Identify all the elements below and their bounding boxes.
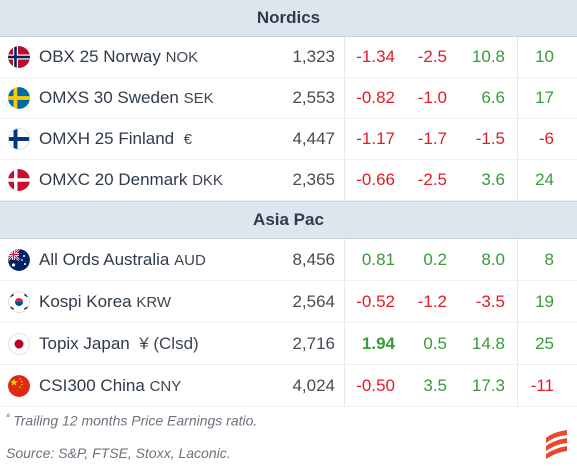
table-row: OBX 25 Norway NOK 1,323 -1.34 -2.5 10.8 … [0, 37, 577, 78]
index-level: 4,447 [292, 129, 335, 148]
table-row: OMXC 20 Denmark DKK 2,365 -0.66 -2.5 3.6… [0, 160, 577, 201]
week-change: -1.2 [417, 291, 447, 311]
section-header-asia-pac: Asia Pac [0, 201, 577, 239]
denmark-flag-icon [8, 169, 30, 191]
pe-footnote: ª Trailing 12 months Price Earnings rati… [6, 412, 258, 429]
week-change: -1.7 [417, 129, 447, 148]
pe-ratio: 25 [535, 333, 554, 353]
index-level: 2,716 [292, 333, 335, 353]
ytd-change: 3.6 [481, 170, 505, 189]
day-change: 0.81 [361, 249, 395, 269]
index-name: OMXS 30 Sweden SEK [39, 88, 214, 107]
day-change: -0.66 [356, 170, 395, 189]
index-level: 1,323 [292, 47, 335, 66]
source-note: Source: S&P, FTSE, Stoxx, Laconic. [6, 445, 231, 461]
japan-flag-icon [8, 332, 30, 355]
section-header-nordics: Nordics [0, 0, 577, 37]
ytd-change: 14.8 [471, 333, 505, 353]
ytd-change: -1.5 [475, 129, 505, 148]
australia-flag-icon [8, 248, 30, 271]
pe-ratio: 24 [535, 170, 554, 189]
index-level: 2,365 [292, 170, 335, 189]
norway-flag-icon [8, 46, 30, 68]
index-name: All Ords Australia AUD [39, 249, 206, 269]
index-name: OMXH 25 Finland € [39, 129, 192, 148]
ytd-change: 17.3 [471, 375, 505, 395]
day-change: -1.17 [356, 129, 395, 148]
day-change: -0.82 [356, 88, 395, 107]
index-name: OMXC 20 Denmark DKK [39, 170, 223, 189]
index-name: Kospi Korea KRW [39, 291, 172, 311]
week-change: -2.5 [417, 47, 447, 66]
week-change: -2.5 [417, 170, 447, 189]
pe-ratio: -11 [530, 375, 554, 395]
laconic-logo-icon [546, 430, 567, 459]
ytd-change: 8.0 [481, 249, 505, 269]
week-change: 3.5 [423, 375, 447, 395]
section-title: Asia Pac [253, 210, 324, 229]
week-change: -1.0 [417, 88, 447, 107]
market-table: Nordics OBX 25 Norway NOK 1,323 -1.34 -2… [0, 0, 577, 407]
day-change: -0.52 [356, 291, 395, 311]
day-change: -1.34 [356, 47, 395, 66]
table-row: OMXS 30 Sweden SEK 2,553 -0.82 -1.0 6.6 … [0, 78, 577, 119]
footer: ª Trailing 12 months Price Earnings rati… [0, 400, 577, 471]
ytd-change: 10.8 [471, 47, 505, 66]
pe-ratio: 17 [535, 88, 554, 107]
table-row: Kospi Korea KRW 2,564 -0.52 -1.2 -3.5 19 [0, 281, 577, 323]
table-row: Topix Japan ¥ (Clsd) 2,716 1.94 0.5 14.8… [0, 323, 577, 365]
week-change: 0.2 [423, 249, 447, 269]
index-level: 2,564 [292, 291, 335, 311]
table-row: CSI300 China CNY 4,024 -0.50 3.5 17.3 -1… [0, 365, 577, 407]
day-change: -0.50 [356, 375, 395, 395]
china-flag-icon [8, 374, 30, 397]
index-name: Topix Japan ¥ (Clsd) [39, 333, 199, 353]
week-change: 0.5 [423, 333, 447, 353]
ytd-change: 6.6 [481, 88, 505, 107]
ytd-change: -3.5 [475, 291, 505, 311]
section-title: Nordics [256, 8, 321, 27]
korea-flag-icon [8, 290, 30, 313]
index-name: OBX 25 Norway NOK [39, 47, 199, 66]
index-level: 2,553 [292, 88, 335, 107]
table-row: All Ords Australia AUD 8,456 0.81 0.2 8.… [0, 239, 577, 281]
pe-ratio: -6 [538, 129, 554, 148]
pe-ratio: 10 [535, 47, 554, 66]
finland-flag-icon [8, 128, 30, 150]
index-name: CSI300 China CNY [39, 375, 182, 395]
pe-ratio: 19 [535, 291, 554, 311]
index-level: 8,456 [292, 249, 335, 269]
day-change: 1.94 [361, 333, 395, 353]
table-row: OMXH 25 Finland € 4,447 -1.17 -1.7 -1.5 … [0, 119, 577, 160]
sweden-flag-icon [8, 87, 30, 109]
index-level: 4,024 [292, 375, 335, 395]
pe-ratio: 8 [544, 249, 554, 269]
